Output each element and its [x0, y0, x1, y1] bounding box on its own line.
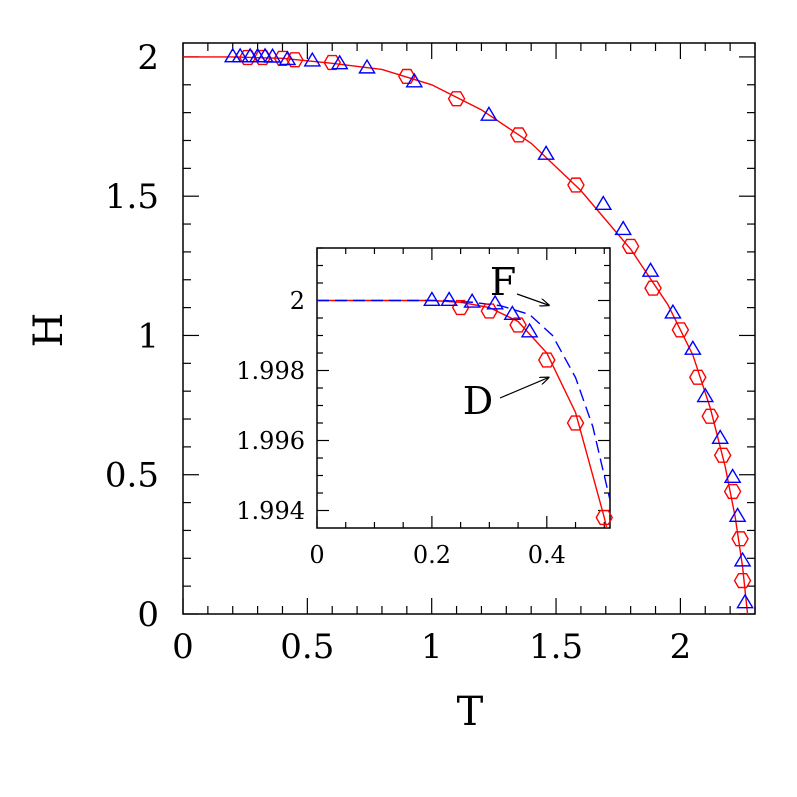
triangle-marker — [614, 220, 633, 236]
main-frame — [182, 42, 756, 615]
inset-plot-area: 0 0.2 0.4 1.994 1.996 1.998 2 F D — [236, 247, 614, 569]
x-tick-label: 2 — [670, 627, 692, 667]
hexagon-marker — [509, 127, 528, 143]
triangle-marker — [423, 291, 441, 306]
triangle-marker — [723, 468, 742, 484]
triangle-marker — [733, 551, 752, 567]
hexagon-marker — [671, 322, 690, 338]
hexagon-marker — [713, 447, 732, 463]
main-plot-area: 0 0.5 1 1.5 2 0 0.5 1 1.5 2 — [105, 38, 756, 667]
triangle-marker — [696, 387, 715, 403]
triangle-marker — [405, 72, 424, 88]
hexagon-marker — [537, 352, 556, 368]
hexagon-marker — [644, 280, 662, 296]
x-tick-label: 1 — [421, 627, 443, 667]
curve-d — [317, 299, 608, 528]
triangle-marker — [537, 145, 555, 160]
y-tick-label: 1.5 — [105, 177, 159, 217]
triangle-marker — [358, 58, 376, 74]
triangle-marker — [503, 305, 522, 320]
hexagon-marker — [723, 483, 742, 500]
y-tick-label: 1.998 — [236, 357, 305, 385]
hexagon-marker — [731, 531, 749, 547]
hexagon-marker — [286, 52, 304, 68]
triangle-marker — [480, 106, 498, 121]
annotation-f-label: F — [490, 260, 516, 304]
hexagon-marker — [323, 54, 342, 71]
hexagon-marker — [595, 509, 614, 526]
x-axis-title: T — [457, 689, 484, 735]
x-tick-label: 0 — [172, 627, 194, 667]
triangle-marker — [594, 195, 613, 211]
hexagon-marker — [480, 303, 499, 319]
triangle-marker — [486, 294, 504, 310]
y-tick-label: 0 — [137, 595, 159, 635]
annotation-f-arrow — [516, 293, 549, 305]
triangle-marker — [330, 54, 349, 70]
triangle-marker — [463, 292, 481, 308]
y-tick-label: 0.5 — [105, 456, 159, 496]
x-tick-label: 0.4 — [528, 541, 566, 569]
y-tick-label: 2 — [137, 38, 159, 78]
triangle-marker — [736, 593, 754, 609]
y-tick-label: 1.994 — [236, 497, 305, 525]
hexagon-marker — [733, 572, 752, 589]
y-tick-label: 1.996 — [236, 427, 305, 455]
y-tick-label: 1 — [137, 316, 159, 356]
hexagon-marker — [398, 68, 416, 85]
annotation-d-arrow — [499, 378, 549, 399]
x-tick-label: 1.5 — [529, 627, 583, 667]
hexagon-marker — [567, 177, 585, 193]
triangle-marker — [664, 303, 682, 319]
x-tick-label: 0 — [309, 541, 324, 569]
hexagon-marker — [451, 299, 470, 316]
annotation-d-label: D — [463, 379, 493, 423]
y-axis-title: H — [26, 313, 72, 348]
hexagon-marker — [447, 91, 466, 107]
triangle-marker — [440, 291, 458, 306]
inset-frame — [316, 247, 611, 529]
hexagon-marker — [509, 317, 527, 333]
triangle-marker — [263, 47, 282, 63]
hexagon-marker — [566, 415, 585, 431]
curve-f — [317, 299, 610, 501]
y-tick-label: 2 — [290, 287, 305, 315]
triangle-marker — [711, 429, 730, 445]
triangle-marker — [231, 47, 250, 63]
triangle-marker — [278, 50, 297, 66]
x-tick-label: 0.2 — [413, 541, 451, 569]
hexagon-marker — [621, 238, 640, 254]
inset-plot-content — [317, 299, 610, 528]
triangle-marker — [641, 262, 660, 277]
triangle-marker — [520, 322, 539, 338]
hexagon-marker — [701, 408, 720, 424]
triangle-marker — [728, 507, 747, 523]
hexagon-marker — [273, 50, 292, 66]
triangle-marker — [683, 340, 702, 355]
hexagon-marker — [688, 369, 707, 385]
triangle-marker — [303, 51, 322, 67]
x-tick-label: 0.5 — [280, 627, 334, 667]
